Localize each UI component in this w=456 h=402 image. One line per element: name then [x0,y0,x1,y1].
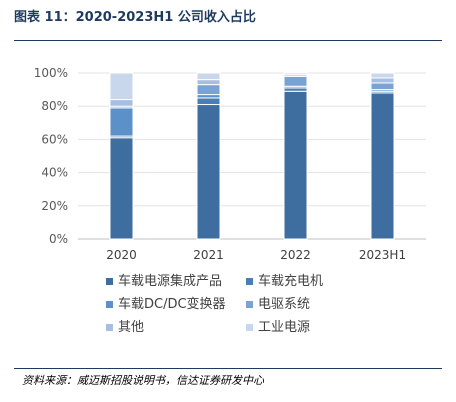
title-divider [14,40,442,41]
grid-layer [78,72,426,240]
legend-swatch [246,301,253,308]
source-divider [14,368,442,369]
legend-swatch [106,301,113,308]
legend-label: 工业电源 [258,320,310,335]
x-axis: 2020 2021 2022 2023H1 [106,248,406,262]
bar-segment [196,79,221,86]
legend-label: 电驱系统 [258,297,310,312]
y-tick-label: 40% [41,166,68,180]
bar-segment [283,75,308,87]
bar-segment [109,107,134,137]
legend-swatch [246,278,253,285]
bar-segment [196,104,221,240]
bar-segment [109,137,134,240]
bars-layer [109,72,395,240]
bar-segment [196,84,221,96]
legend-label: 车载DC/DC变换器 [118,296,226,312]
y-tick-label: 60% [41,132,68,146]
legend-swatch [106,278,113,285]
x-tick-label: 2022 [280,248,311,262]
bar-segment [109,72,134,101]
bar-segment [370,72,395,79]
bar-segment [370,92,395,240]
figure-title: 图表 11：2020-2023H1 公司收入占比 [14,10,256,25]
stacked-bar-chart: 0% 20% 40% 60% 80% 100% 2020 2021 2022 2023H1 车载… [14,55,442,364]
x-tick-label: 2020 [106,248,137,262]
x-tick-label: 2021 [193,248,224,262]
y-tick-label: 80% [41,99,68,113]
y-tick-label: 0% [49,232,68,246]
bar-segment [196,97,221,106]
y-tick-label: 20% [41,199,68,213]
bar-segment [370,77,395,84]
bar-segment [370,82,395,91]
y-axis: 0% 20% 40% 60% 80% 100% [34,66,68,246]
bar-segment [196,72,221,81]
legend-label: 车载充电机 [258,273,323,289]
bar-segment [283,72,308,76]
source-note: 资料来源：威迈斯招股说明书，信达证券研发中心 [22,374,264,387]
chart-canvas: 0% 20% 40% 60% 80% 100% 2020 2021 2022 2023H1 车载… [34,66,426,335]
legend-swatch [106,324,113,331]
legend-label: 车载电源集成产品 [118,273,222,289]
legend-label: 其他 [118,320,144,335]
bar-segment [109,99,134,107]
y-tick-label: 100% [34,66,68,80]
x-tick-label: 2023H1 [359,248,406,262]
legend-swatch [246,324,253,331]
bar-segment [283,90,308,240]
